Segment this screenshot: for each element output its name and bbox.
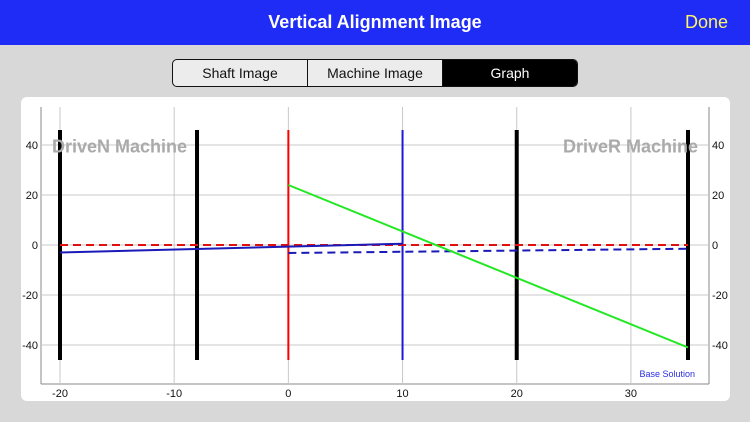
base-solution-label: Base Solution xyxy=(639,369,695,379)
view-segmented-control: Shaft Image Machine Image Graph xyxy=(172,59,578,87)
tab-graph[interactable]: Graph xyxy=(443,60,577,86)
y-tick-label-left: -40 xyxy=(22,340,38,352)
tab-machine-image[interactable]: Machine Image xyxy=(308,60,443,86)
y-tick-label-right: -20 xyxy=(712,290,728,302)
graph-card: -20 -10 0 10 20 30 40 40 20 20 0 0 -20 -20 -40 -40 Drive… xyxy=(21,97,730,401)
x-tick-label: 10 xyxy=(396,388,408,400)
y-tick-label-left: -20 xyxy=(22,290,38,302)
x-tick-label: 0 xyxy=(285,388,291,400)
x-tick-label: 30 xyxy=(625,388,637,400)
page-title: Vertical Alignment Image xyxy=(268,12,482,32)
tab-shaft-image[interactable]: Shaft Image xyxy=(173,60,308,86)
driven-machine-label: DriveN Machine xyxy=(52,137,187,157)
x-tick-label: -10 xyxy=(166,388,182,400)
y-tick-label-right: 0 xyxy=(712,240,718,252)
done-button[interactable]: Done xyxy=(684,12,728,32)
y-tick-label-right: -40 xyxy=(712,340,728,352)
y-tick-label-left: 0 xyxy=(32,240,38,252)
alignment-chart: -20 -10 0 10 20 30 40 40 20 20 0 0 -20 -20 -40 -40 Drive… xyxy=(22,107,728,400)
dashed-series-line xyxy=(288,247,689,254)
y-tick-label-right: 20 xyxy=(712,190,724,202)
x-tick-label: -20 xyxy=(52,388,68,400)
y-tick-label-right: 40 xyxy=(712,140,724,152)
series-line xyxy=(287,184,689,349)
series-line xyxy=(59,242,403,254)
navigation-bar: Vertical Alignment Image Done xyxy=(0,0,750,45)
driver-machine-label: DriveR Machine xyxy=(563,137,698,157)
y-tick-label-left: 40 xyxy=(26,140,38,152)
y-tick-label-left: 20 xyxy=(26,190,38,202)
x-tick-label: 20 xyxy=(511,388,523,400)
